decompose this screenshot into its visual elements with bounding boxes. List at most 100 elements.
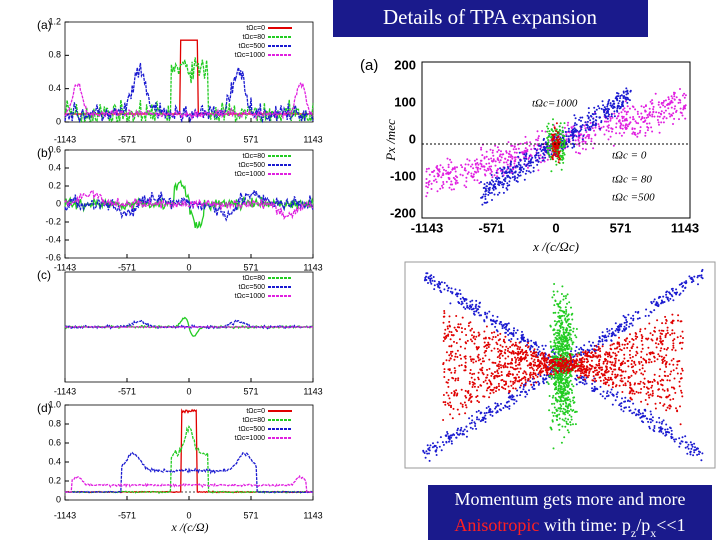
y-tick-label: 100 [394, 94, 416, 109]
point [600, 107, 603, 110]
point [506, 366, 509, 369]
point [592, 120, 595, 123]
x-tick-label: 0 [186, 386, 191, 396]
point [508, 370, 511, 373]
point [625, 324, 628, 326]
point [525, 351, 528, 354]
point [671, 348, 674, 351]
point [589, 128, 592, 131]
point [561, 326, 564, 329]
point [554, 144, 557, 147]
point [634, 382, 636, 385]
point [557, 311, 560, 314]
point [460, 300, 463, 303]
point [494, 362, 497, 364]
point [609, 360, 612, 363]
point [623, 343, 626, 346]
point [554, 342, 557, 345]
point [575, 143, 578, 146]
point [528, 164, 531, 167]
point [687, 447, 690, 450]
point [670, 113, 673, 116]
point [567, 318, 570, 321]
point [619, 124, 622, 127]
point [648, 361, 650, 364]
point [454, 355, 457, 358]
point [552, 414, 555, 417]
point [598, 125, 601, 128]
point [679, 341, 682, 344]
point [570, 131, 573, 134]
point [483, 360, 485, 363]
point [447, 176, 450, 179]
point [496, 356, 499, 359]
point [611, 361, 614, 364]
point [622, 97, 625, 99]
point [562, 156, 564, 159]
point [565, 420, 568, 423]
point [625, 117, 628, 120]
point [560, 395, 563, 398]
point [422, 449, 425, 452]
point [426, 444, 429, 447]
y-axis-label: Px /mec [383, 119, 398, 162]
point [697, 283, 699, 286]
point [658, 426, 661, 429]
point [622, 384, 625, 387]
point [568, 141, 570, 144]
point [677, 101, 680, 104]
point [476, 399, 479, 402]
point [524, 381, 527, 384]
point [484, 414, 487, 417]
point [563, 122, 566, 125]
point [498, 360, 501, 363]
point [537, 363, 540, 366]
point [454, 379, 457, 382]
point [681, 367, 683, 370]
point [614, 373, 617, 376]
point [468, 322, 470, 325]
point [587, 374, 590, 377]
point [460, 164, 463, 167]
point [570, 418, 573, 421]
point [660, 329, 663, 332]
point [610, 368, 613, 370]
point [662, 104, 665, 107]
point [673, 117, 676, 120]
point [625, 406, 627, 409]
point [665, 395, 668, 398]
point [579, 374, 582, 377]
point [572, 401, 575, 404]
point [580, 372, 582, 375]
point [650, 413, 653, 416]
point [486, 382, 489, 385]
point [480, 411, 483, 414]
point [558, 340, 561, 343]
point [578, 348, 581, 351]
point [623, 131, 626, 134]
point [612, 144, 615, 147]
point [649, 353, 652, 356]
point [504, 335, 507, 338]
point [634, 335, 637, 338]
point [698, 274, 701, 277]
point [672, 339, 675, 342]
point [469, 329, 472, 332]
point [632, 390, 635, 393]
point [601, 100, 604, 103]
point [477, 311, 480, 314]
point [607, 120, 610, 123]
point [614, 354, 617, 357]
point [512, 329, 515, 332]
point [503, 161, 505, 164]
point [470, 360, 473, 362]
point [639, 412, 642, 415]
point [563, 126, 566, 129]
point [458, 413, 461, 416]
point [463, 433, 465, 436]
x-tick-label: 0 [186, 262, 191, 272]
point [503, 341, 506, 344]
point [448, 369, 451, 372]
point [443, 371, 446, 373]
point [618, 328, 621, 331]
